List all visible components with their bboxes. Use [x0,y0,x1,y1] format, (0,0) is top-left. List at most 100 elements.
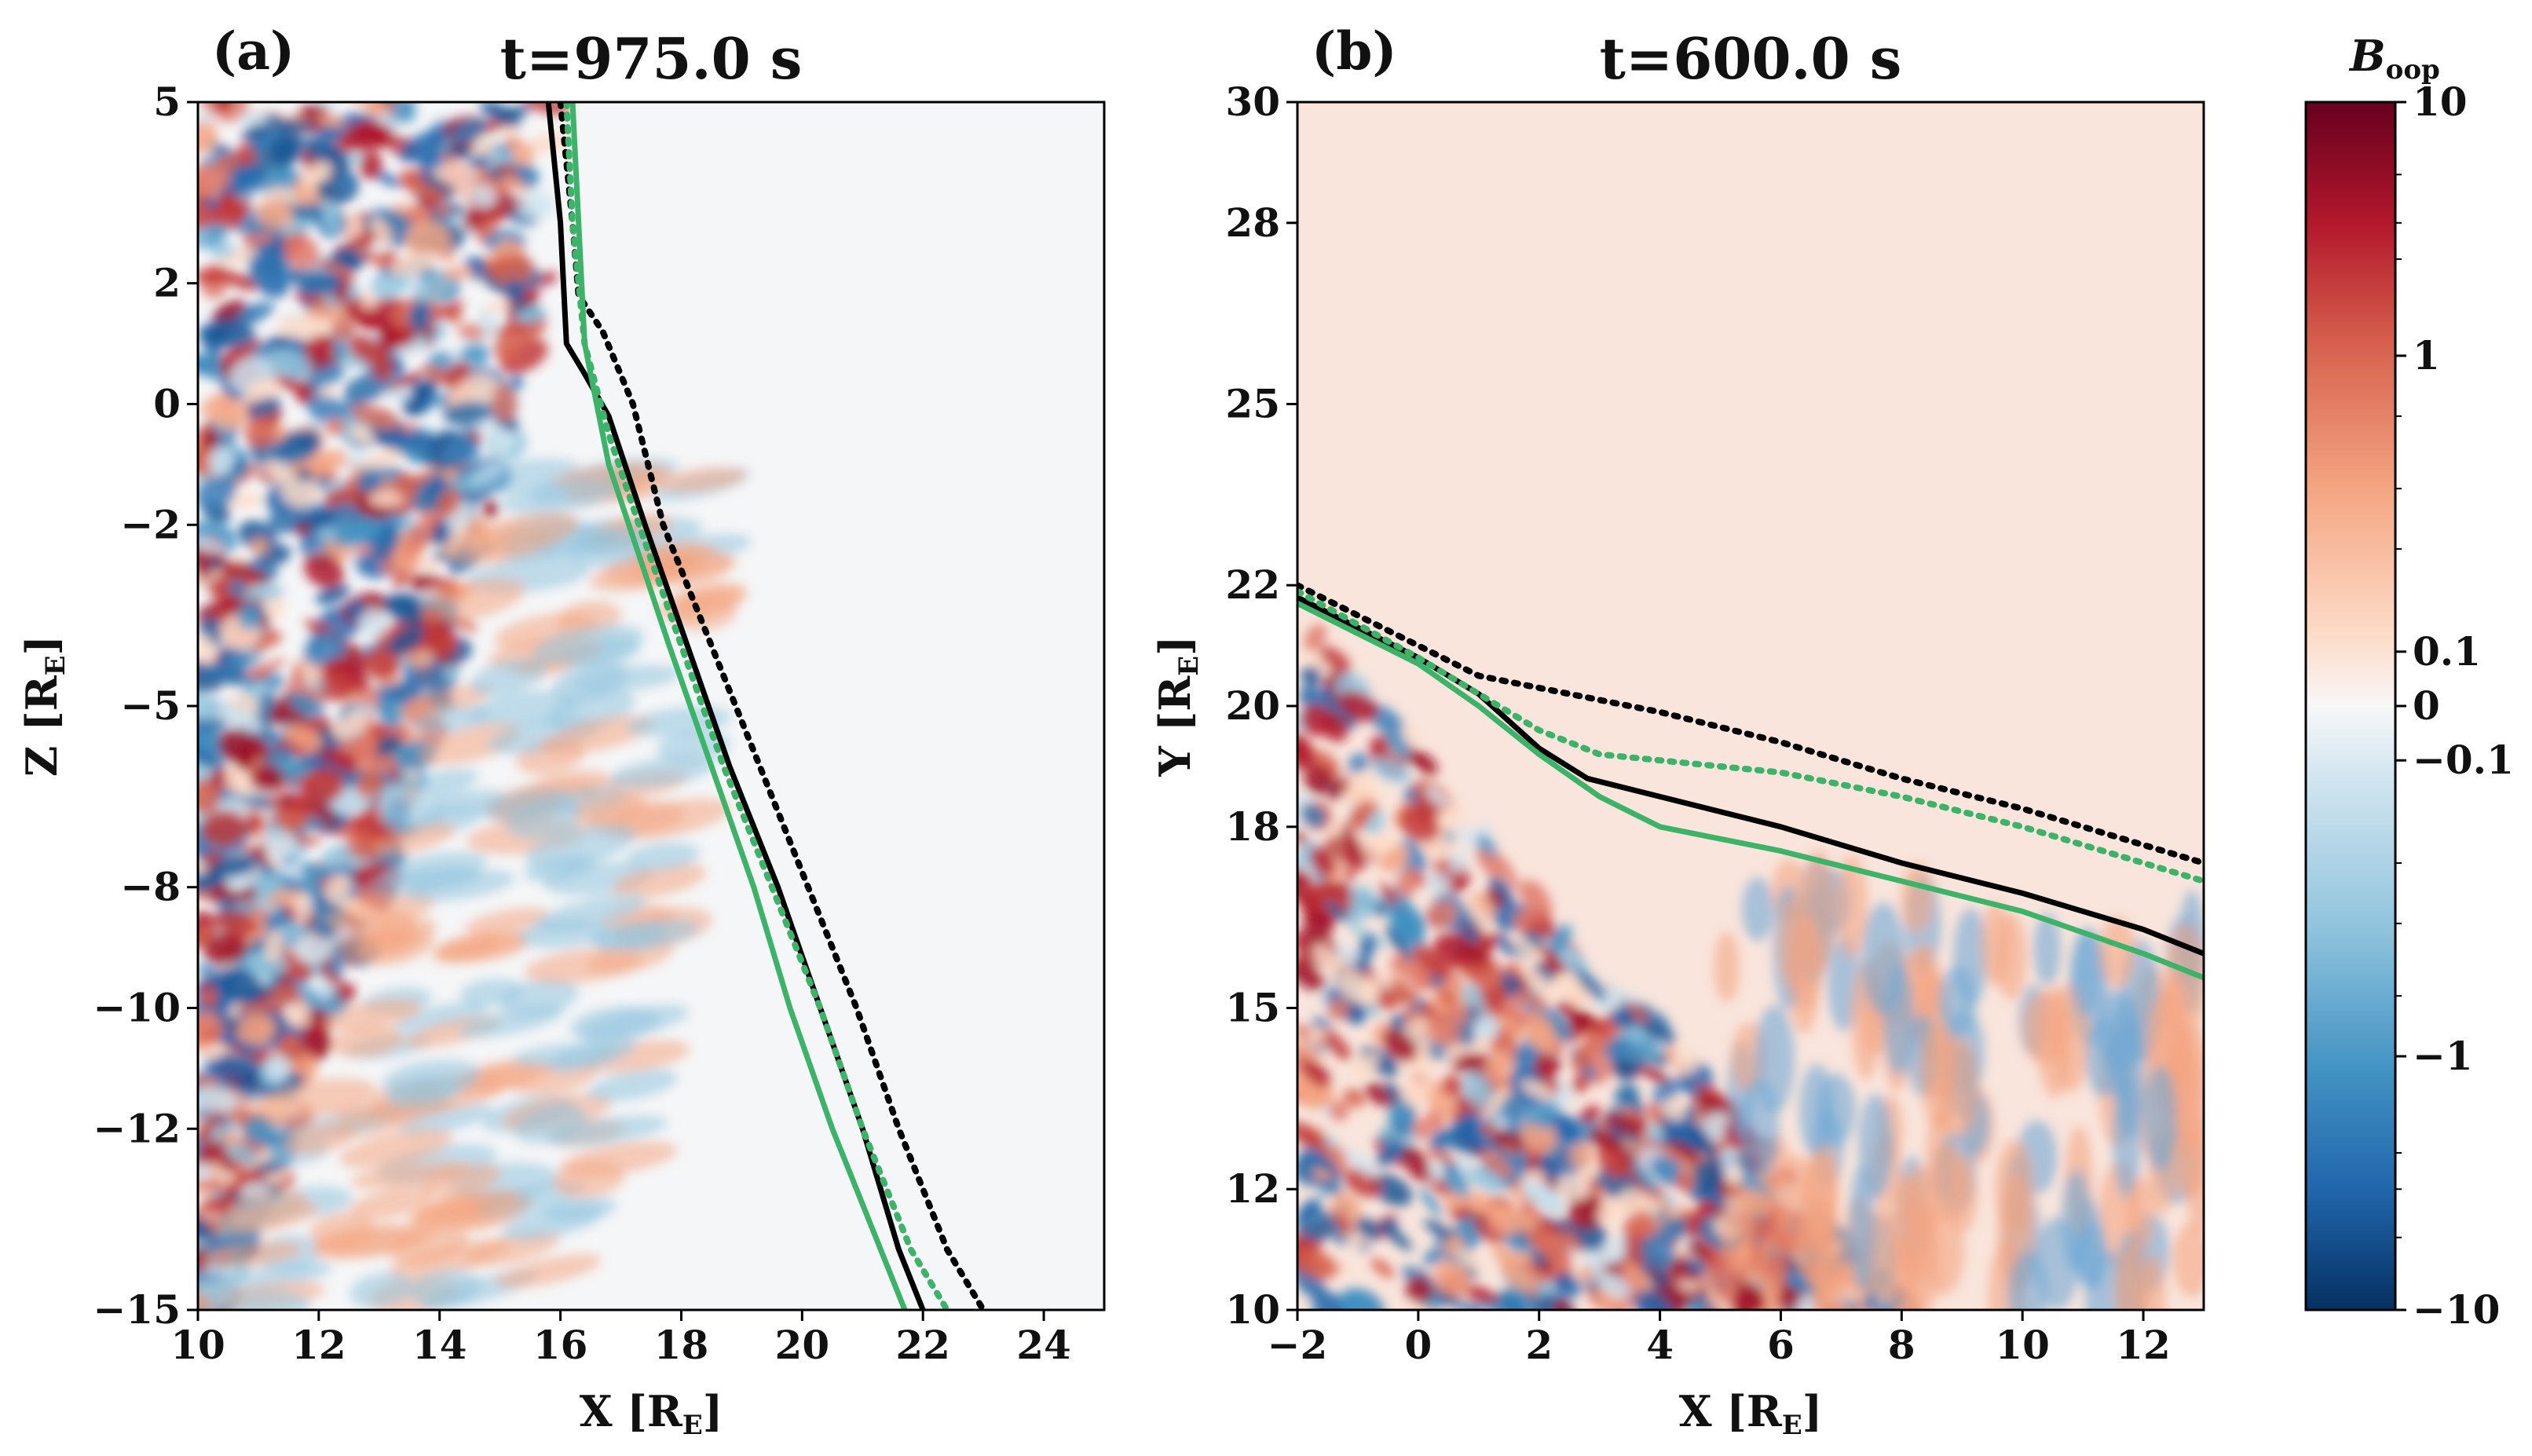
panel-b-wave-blob [2164,923,2204,1043]
panel-a-turbulence-blob [264,930,284,960]
colorbar-tick-label: 0 [2413,682,2440,729]
panel-a-turbulence-blob [212,299,247,324]
panel-a-turbulence-blob [225,1169,269,1193]
panel-a-turbulence-blob [262,460,288,481]
panel-b-turbulence-blob [1507,1133,1526,1149]
panel-b-turbulence-blob [1390,978,1418,1006]
panel-b-turbulence-blob [1639,1063,1670,1085]
panel-b-turbulence-blob [1539,1007,1572,1042]
panel-a-turbulence-blob [274,443,315,464]
panel-b-turbulence-blob [1341,823,1366,862]
panel-a-wave-blob [612,863,707,898]
panel-b-turbulence-blob [1476,849,1502,878]
panel-b-wave-blob [2139,1254,2166,1310]
panel-a-turbulence-blob [443,401,494,426]
panel-a-wave-blob [470,658,547,697]
panel-a-turbulence-blob [280,924,308,941]
panel-a-turbulence-blob [380,371,424,394]
panel-b-ticks: −2 0 2 4 6 8 10 12 30 28 25 22 20 18 15 12 10 [1225,79,2170,1368]
panel-a-turbulence-blob [404,520,433,555]
panel-b-turbulence-blob [1458,1112,1481,1136]
panel-a-turbulence-blob [348,335,380,362]
panel-b-turbulence-blob [1554,975,1588,1006]
panel-a-wave-blob [547,1037,637,1073]
y-tick-label: 30 [1225,79,1280,125]
panel-a-turbulence-blob [264,828,297,861]
panel-a-turbulence-blob [203,197,219,210]
panel-a-turbulence-blob [386,627,425,655]
panel-a-turbulence-blob [295,522,311,536]
x-tick-label: 18 [654,1322,709,1368]
panel-a-wave-blob [386,1074,461,1110]
panel-a-turbulence-blob [321,670,354,702]
panel-a-turbulence-blob [221,1131,241,1147]
panel-a-turbulence-blob [214,909,259,937]
panel-b-turbulence-blob [1297,1247,1337,1280]
panel-b-turbulence-blob [1623,1210,1654,1241]
panel-b-turbulence-blob [1298,1198,1322,1219]
panel-a-turbulence-blob [359,150,382,180]
panel-b-turbulence-blob [1579,1105,1601,1124]
panel-a-turbulence-blob [417,174,458,195]
panel-a-turbulence-blob [505,279,525,304]
panel-a-wave-blob [532,624,644,666]
panel-b-turbulence-blob [1572,1042,1595,1073]
panel-b-turbulence-blob [1503,1234,1529,1253]
panel-a-turbulence-blob [243,1115,274,1143]
panel-b-turbulence-blob [1325,821,1344,840]
panel-b-wave-blob [1849,1165,1875,1290]
panel-b-turbulence-blob [1667,1141,1701,1165]
panel-b-turbulence-blob [1400,1078,1432,1107]
panel-a-turbulence-blob [305,161,333,184]
panel-b-turbulence-blob [1329,776,1350,801]
panel-b-turbulence-blob [1441,1074,1464,1097]
panel-b-turbulence-blob [1343,1088,1366,1107]
panel-a-turbulence-blob [303,552,345,588]
panel-b-turbulence-blob [1425,1147,1456,1165]
panel-b-turbulence-blob [1631,1162,1659,1195]
panel-b-turbulence-blob [1484,1050,1514,1083]
panel-a-wave-blob [545,1115,668,1147]
panel-a-turbulence-blob [428,472,445,496]
panel-b-wave-blob [1721,1180,1754,1271]
panel-a-turbulence-blob [282,725,324,750]
panel-a-turbulence-blob [434,204,452,217]
panel-b-wave-blob [2126,1176,2154,1253]
panel-b-turbulence-blob [1685,1259,1707,1275]
panel-a-turbulence-blob [205,319,256,349]
panel-b-turbulence-blob [1348,753,1369,775]
panel-a-turbulence-blob [338,123,389,152]
panel-b-turbulence-blob [1473,1014,1500,1040]
panel-a-turbulence-blob [419,558,441,572]
panel-a-turbulence-blob [444,146,474,159]
panel-b-turbulence-blob [1528,1226,1572,1260]
panel-b-turbulence-blob [1509,935,1546,961]
panel-b-turbulence-blob [1405,1275,1434,1304]
panel-a-turbulence-blob [240,584,284,602]
x-tick-label: 24 [1016,1322,1071,1368]
panel-b-turbulence-blob [1385,927,1414,963]
panel-b-turbulence-blob [1308,651,1333,675]
panel-a-wave-blob [339,1129,453,1169]
panel-a-turbulence-blob [210,1161,224,1172]
panel-a-turbulence-blob [483,257,514,274]
panel-a-turbulence-blob [198,927,217,949]
panel-b-turbulence-blob [1301,665,1323,686]
panel-b-wave-blob [2098,916,2136,988]
panel-b-turbulence-blob [1427,872,1451,894]
panel-b-turbulence-blob [1521,1079,1554,1101]
panel-b-turbulence-blob [1312,880,1351,913]
panel-b-turbulence-blob [1301,704,1333,737]
panel-b-turbulence-blob [1442,1235,1465,1255]
panel-a-turbulence-blob [199,1198,236,1214]
colorbar: Boop 10 1 0.1 0 −0.1 −1 −10 [2304,31,2514,1333]
panel-a-turbulence-blob [358,609,390,637]
panel-a-turbulence-blob [198,164,232,193]
panel-a-turbulence-blob [302,334,335,359]
panel-a-turbulence-blob [412,273,455,302]
panel-b-turbulence-blob [1652,1077,1680,1106]
panel-b-turbulence-blob [1297,1040,1324,1061]
panel-b-turbulence-blob [1685,1121,1718,1161]
panel-b-turbulence-blob [1387,1103,1416,1132]
panel-b-turbulence-blob [1425,787,1450,809]
